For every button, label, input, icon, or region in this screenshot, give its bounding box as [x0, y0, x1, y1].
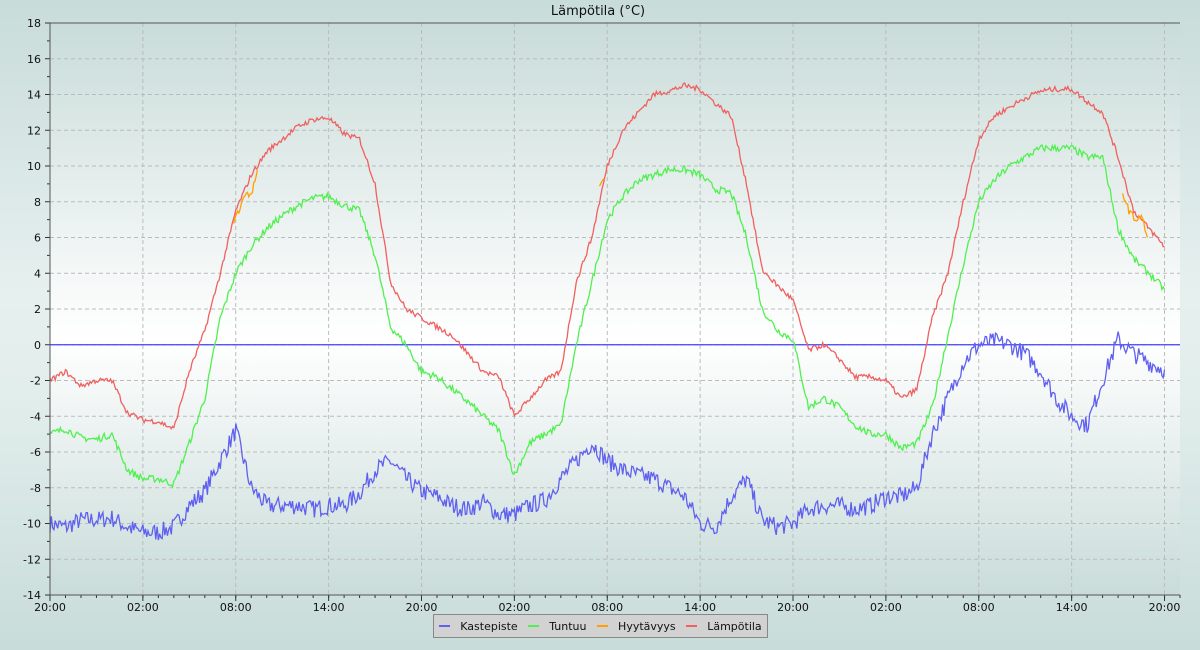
y-tick-label: -4 [30, 410, 41, 423]
legend-swatch [528, 625, 540, 627]
y-tick-label: 14 [27, 89, 41, 102]
x-tick-label: 02:00 [127, 601, 159, 614]
legend-item: Hyytävyys [597, 620, 676, 633]
y-tick-label: 0 [34, 339, 41, 352]
legend-label: Tuntuu [549, 619, 587, 633]
y-tick-label: 10 [27, 160, 41, 173]
x-tick-label: 14:00 [684, 601, 716, 614]
x-tick-label: 14:00 [1056, 601, 1088, 614]
x-tick-label: 08:00 [220, 601, 252, 614]
legend: Kastepiste Tuntuu Hyytävyys Lämpötila [433, 614, 768, 638]
x-tick-label: 20:00 [34, 601, 66, 614]
legend-label: Lämpötila [707, 619, 762, 633]
series-line-lämpötila [49, 82, 1165, 431]
legend-item: Kastepiste [439, 619, 518, 633]
y-tick-label: -14 [23, 589, 41, 602]
x-tick-label: 14:00 [313, 601, 345, 614]
series-line-hyytävyys [1122, 193, 1149, 238]
y-tick-label: -8 [30, 482, 41, 495]
y-tick-label: 12 [27, 124, 41, 137]
series-line-tuntuu [49, 143, 1166, 489]
x-tick-label: 20:00 [1149, 601, 1181, 614]
legend-swatch [597, 625, 609, 627]
legend-swatch [439, 625, 451, 627]
x-tick-label: 08:00 [591, 601, 623, 614]
x-tick-label: 20:00 [406, 601, 438, 614]
series-line-hyytävyys [598, 178, 605, 187]
y-tick-label: 6 [34, 232, 41, 245]
y-tick-label: -2 [30, 375, 41, 388]
x-tick-label: 08:00 [963, 601, 995, 614]
y-tick-label: 18 [27, 17, 41, 30]
chart-title: Lämpötila (°C) [551, 4, 645, 19]
legend-label: Hyytävyys [618, 619, 676, 633]
legend-label: Kastepiste [460, 619, 518, 633]
series-line-hyytävyys [232, 169, 259, 224]
y-tick-label: 4 [34, 267, 41, 280]
y-tick-label: 16 [27, 53, 41, 66]
x-tick-label: 02:00 [870, 601, 902, 614]
legend-item: Tuntuu [528, 619, 587, 633]
y-tick-label: 8 [34, 196, 41, 209]
x-tick-label: 02:00 [499, 601, 531, 614]
x-tick-label: 20:00 [777, 601, 809, 614]
series-line-kastepiste [49, 331, 1166, 541]
legend-swatch [686, 625, 698, 627]
y-tick-label: 2 [34, 303, 41, 316]
y-tick-label: -12 [23, 553, 41, 566]
y-tick-label: -10 [23, 518, 41, 531]
y-tick-label: -6 [30, 446, 41, 459]
legend-item: Lämpötila [686, 619, 762, 633]
